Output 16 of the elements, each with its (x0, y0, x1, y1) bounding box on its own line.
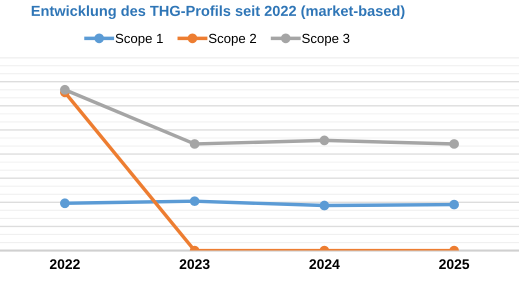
x-tick-label: 2022 (50, 259, 80, 270)
point (449, 200, 459, 210)
x-tick-label: 2023 (180, 259, 210, 270)
point (449, 139, 459, 149)
x-tick-label: 2025 (439, 259, 470, 270)
point (60, 84, 70, 95)
x-tick-label: 2024 (309, 259, 340, 270)
legend-label: Scope 1 (116, 34, 163, 46)
point (190, 196, 200, 206)
legend-label: Scope 2 (208, 34, 256, 46)
point (60, 198, 70, 208)
point (320, 200, 330, 210)
point (190, 139, 200, 149)
chart-title: Entwicklung des THG-Profils seit 2022 (market-based) (32, 5, 404, 20)
legend-label: Scope 3 (302, 34, 350, 46)
point (320, 136, 330, 146)
